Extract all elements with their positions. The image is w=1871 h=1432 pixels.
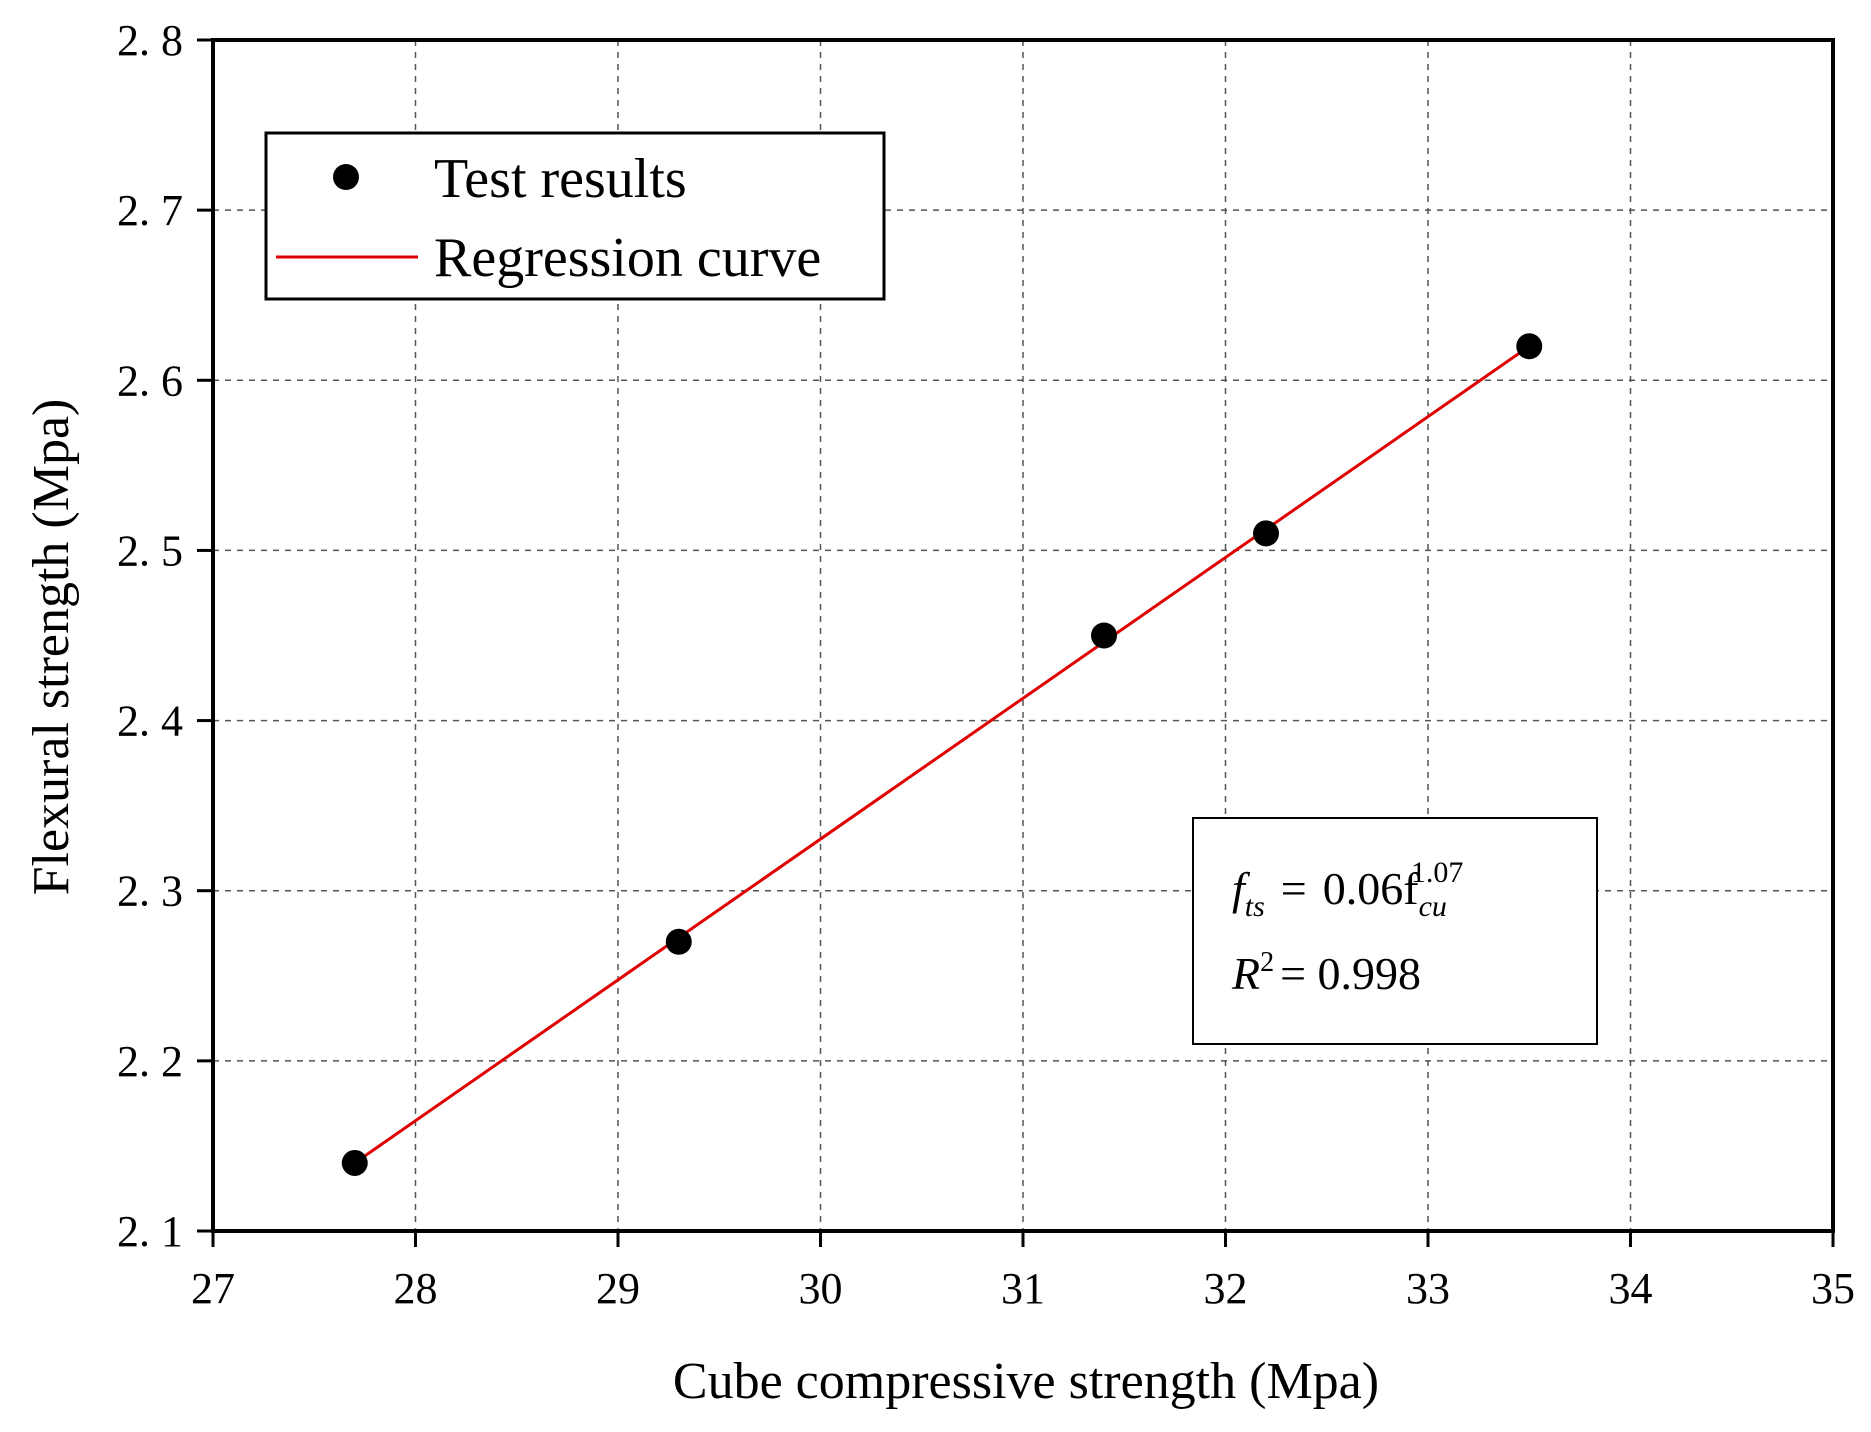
regression-line [353,345,1531,1165]
r2-base: R [1231,948,1260,999]
eq-rhs-sub: cu [1419,890,1447,923]
legend-label-test-results: Test results [434,148,687,210]
data-point [1516,333,1543,360]
series-layer [341,333,1543,1176]
x-tick-label: 28 [394,1264,438,1313]
data-point [1091,622,1117,649]
x-tick-label: 34 [1609,1264,1653,1313]
legend-marker-test-results [333,164,359,190]
y-tick-label: 2. 8 [117,16,183,65]
data-point [341,1149,368,1176]
x-tick-label: 32 [1204,1264,1248,1313]
legend-frame [264,131,886,301]
y-tick-label: 2. 2 [117,1037,183,1086]
r2-sup: 2 [1260,947,1274,978]
y-tick-label: 2. 3 [117,867,183,916]
equation-frame [1192,817,1598,1045]
r2-text: R2 = 0.998 [1231,947,1421,999]
eq-rhs-sup: 1.07 [1411,856,1464,889]
eq-lhs-sub: ts [1245,890,1265,923]
grid-layer [213,40,1833,1231]
x-tick-label: 27 [191,1264,235,1313]
legend: Test results Regression curve [264,131,886,301]
data-point [1253,520,1279,547]
y-tick-label: 2. 5 [117,526,183,575]
y-tick-label: 2. 1 [117,1207,183,1256]
data-point [665,928,692,955]
y-tick-label: 2. 7 [117,186,183,235]
y-tick-label: 2. 4 [117,697,183,746]
eq-coef: 0.06f [1323,863,1420,914]
x-axis-title: Cube compressive strength (Mpa) [673,1353,1379,1410]
x-tick-label: 29 [596,1264,640,1313]
legend-label-regression: Regression curve [434,227,821,289]
x-tick-label: 35 [1811,1264,1855,1313]
equation-box: fts = 0.06fcu1.07 R2 = 0.998 [1192,817,1598,1045]
axis-layer: 27 28 29 30 31 32 33 34 35 2. 1 2. 2 2. 3 2. 4 2. 5 2.… [117,16,1855,1313]
r2-value: = 0.998 [1280,948,1421,999]
equation-text: fts = 0.06fcu1.07 [1232,856,1463,923]
x-tick-label: 30 [799,1264,843,1313]
y-tick-label: 2. 6 [117,356,183,405]
eq-equals: = [1281,863,1307,914]
y-axis-title: Flexural strength (Mpa) [23,399,80,896]
x-tick-label: 33 [1406,1264,1450,1313]
x-tick-label: 31 [1001,1264,1045,1313]
